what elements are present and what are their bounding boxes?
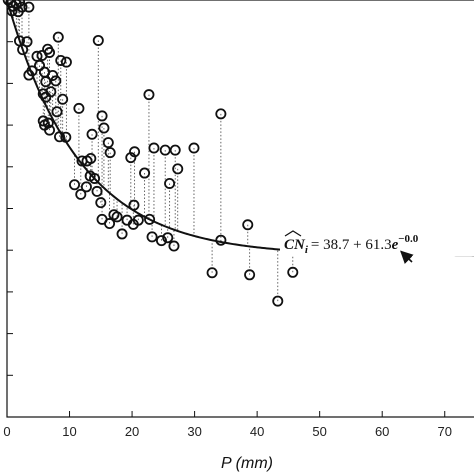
x-tick-label: 60: [375, 424, 389, 439]
equation-background: [280, 228, 474, 256]
data-point: [111, 211, 123, 223]
data-point: [86, 128, 98, 140]
data-point: [168, 240, 180, 252]
data-point: [75, 188, 87, 200]
data-point: [129, 146, 141, 158]
x-axis-label-var: P: [221, 455, 232, 472]
equation-hat: [284, 230, 302, 237]
data-point: [52, 31, 64, 43]
data-point: [96, 110, 108, 122]
data-point: [50, 75, 62, 87]
data-point: [164, 177, 176, 189]
equation-exponent: −0.0: [398, 233, 419, 245]
data-point: [92, 34, 104, 46]
data-point: [14, 0, 26, 8]
x-tick-label: 30: [187, 424, 201, 439]
x-tick-label: 0: [3, 424, 10, 439]
data-point: [26, 65, 38, 77]
data-point: [139, 167, 151, 179]
data-point: [73, 102, 85, 114]
data-point: [55, 54, 67, 66]
data-point: [172, 163, 184, 175]
x-axis-label: P (mm): [221, 455, 273, 472]
data-point: [45, 86, 57, 98]
data-point: [132, 214, 144, 226]
equation-lhs: CN: [284, 237, 306, 253]
data-point: [102, 137, 114, 149]
equation-arrow: [400, 250, 414, 264]
data-point: [146, 231, 158, 243]
data-point: [47, 69, 59, 81]
x-axis-ticks: 0 10 20 30 40 50 60 70: [3, 411, 452, 439]
data-point: [85, 152, 97, 164]
data-point: [148, 142, 160, 154]
data-point: [54, 131, 66, 143]
x-tick-label: 70: [437, 424, 451, 439]
data-point: [244, 269, 256, 281]
data-point: [44, 124, 56, 136]
data-point: [155, 235, 167, 247]
data-point: [144, 213, 156, 225]
data-point: [91, 185, 103, 197]
y-axis-ticks: [7, 41, 13, 376]
plot-frame: [6, 0, 474, 418]
data-point: [215, 108, 227, 120]
data-point: [116, 228, 128, 240]
data-point: [23, 1, 35, 13]
data-point: [128, 199, 140, 211]
data-point: [206, 267, 218, 279]
data-point: [89, 172, 101, 184]
data-point: [12, 6, 24, 18]
data-points: [2, 0, 361, 307]
x-tick-label: 50: [312, 424, 326, 439]
fit-equation-annotation: CNi = 38.7 + 61.3e−0.0: [280, 228, 474, 264]
data-point: [60, 131, 72, 143]
equation-lhs-subscript: i: [305, 244, 309, 256]
data-point: [42, 117, 54, 129]
data-point: [143, 89, 155, 101]
data-point: [60, 56, 72, 68]
data-point: [215, 234, 227, 246]
data-point: [95, 197, 107, 209]
x-tick-label: 10: [62, 424, 76, 439]
equation-exp-base: e: [392, 237, 399, 253]
x-tick-label: 20: [125, 424, 139, 439]
data-point: [98, 122, 110, 134]
data-point: [104, 147, 116, 159]
data-point: [51, 106, 63, 118]
equation-text: CNi = 38.7 + 61.3e−0.0: [284, 233, 419, 256]
data-point: [80, 181, 92, 193]
data-point: [21, 36, 33, 48]
x-axis-label-unit: (mm): [236, 455, 273, 472]
data-point: [44, 47, 56, 59]
data-point: [287, 266, 299, 278]
data-point: [242, 219, 254, 231]
data-point: [162, 232, 174, 244]
data-point: [169, 144, 181, 156]
equation-rhs: = 38.7 + 61.3: [311, 237, 392, 253]
data-point: [188, 142, 200, 154]
fit-curve: [6, 0, 474, 257]
data-point: [69, 179, 81, 191]
data-point: [272, 295, 284, 307]
x-tick-label: 40: [250, 424, 264, 439]
data-point: [57, 93, 69, 105]
data-point: [104, 218, 116, 230]
